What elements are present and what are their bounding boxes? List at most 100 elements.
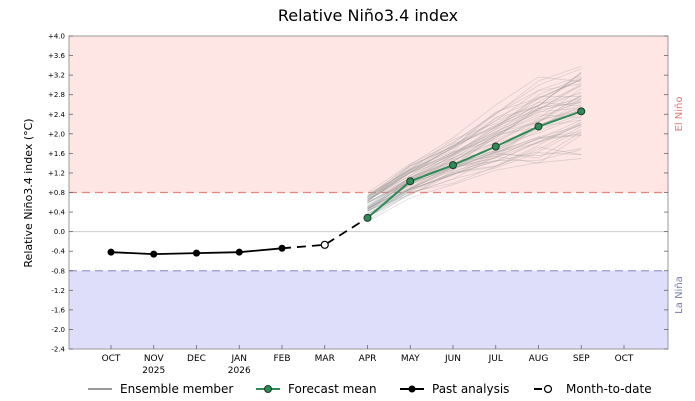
y-tick-label: -2.0: [51, 326, 65, 334]
ensemble-member-line: [367, 79, 582, 202]
ensemble-member-line: [367, 152, 582, 221]
ensemble-member-line: [367, 94, 582, 204]
region-band-1: [69, 270, 668, 349]
y-tick-label: 0.0: [54, 228, 65, 236]
ensemble-member-line: [367, 128, 582, 209]
y-tick-label: +0.4: [48, 209, 66, 217]
y-tick-label: +0.8: [48, 189, 65, 197]
ensemble-member-line: [367, 119, 582, 212]
legend-label: Ensemble member: [120, 382, 233, 396]
point-past-analysis: [107, 248, 115, 256]
legend-marker-past: [408, 385, 416, 393]
region-label-la-nina: La Niña: [674, 276, 685, 314]
ensemble-member-line: [367, 107, 582, 212]
x-tick-label: MAY: [401, 354, 420, 364]
ensemble-member-line: [367, 95, 582, 199]
ensemble-member-line: [367, 98, 582, 210]
ensemble-member-line: [367, 92, 582, 202]
y-tick-label: +2.8: [48, 91, 65, 99]
ensemble-member-line: [367, 102, 582, 207]
y-tick-label: +1.6: [48, 150, 66, 158]
ensemble-member-line: [367, 88, 582, 200]
ensemble-member-line: [367, 121, 582, 213]
ensemble-member-line: [367, 83, 582, 201]
ensemble-member-line: [367, 76, 582, 198]
ensemble-member-line: [367, 72, 582, 200]
legend-label: Forecast mean: [288, 382, 377, 396]
ensemble-member-line: [367, 119, 582, 216]
point-past-analysis: [235, 248, 243, 256]
point-forecast-mean: [449, 161, 457, 170]
x-tick-label: JUL: [488, 354, 503, 364]
point-forecast-mean: [577, 107, 586, 116]
x-tick-label: OCT: [102, 354, 121, 364]
y-tick-label: -1.6: [51, 306, 65, 314]
point-past-analysis: [193, 249, 200, 257]
ensemble-member-line: [367, 78, 582, 198]
chart-title: Relative Niño3.4 index: [278, 6, 458, 25]
ensemble-member-line: [367, 131, 582, 212]
ensemble-member-line: [367, 101, 582, 202]
ensemble-member-line: [367, 72, 582, 202]
ensemble-member-line: [367, 122, 582, 215]
point-forecast-mean: [534, 122, 543, 131]
ensemble-member-line: [367, 91, 582, 200]
y-tick-label: -0.8: [51, 267, 65, 275]
ensemble-member-line: [367, 149, 582, 218]
ensemble-member-line: [367, 108, 582, 208]
point-forecast-mean: [406, 177, 415, 186]
ensemble-member-line: [367, 123, 582, 211]
series-line-forecast-mean: [366, 110, 582, 219]
ensemble-member-line: [367, 124, 582, 209]
legend-label: Month-to-date: [566, 382, 652, 396]
legend: Ensemble member Forecast mean Past analysi…: [88, 382, 652, 396]
y-tick-label: -0.4: [51, 248, 65, 256]
regions: [69, 36, 668, 349]
ensemble-member-line: [367, 107, 582, 204]
x-year-label: 2026: [228, 366, 251, 376]
ensemble-member-line: [367, 148, 582, 217]
x-tick-label: NOV: [144, 354, 165, 364]
x-tick-label: JUN: [444, 354, 461, 364]
ensemble-member-line: [367, 68, 582, 198]
y-axis-ticks: +4.0 +3.6 +3.2 +2.8 +2.4 +2.0 +1.6 +1.2 +0.8 +0.4…: [48, 33, 668, 354]
point-forecast-mean: [491, 142, 500, 151]
y-tick-label: -2.4: [51, 346, 65, 354]
ensemble-member-line: [367, 126, 582, 218]
ensemble-member-line: [367, 135, 582, 210]
ensemble-member-line: [367, 133, 582, 215]
series-line-month-to-date: [281, 217, 368, 250]
series-points: [107, 107, 586, 258]
ensemble-member-line: [367, 158, 582, 222]
y-tick-label: -1.2: [51, 287, 65, 295]
ensemble-member-line: [367, 101, 582, 201]
ensemble-member-line: [367, 100, 582, 204]
x-year-label: 2025: [142, 366, 165, 376]
ensemble-member-line: [367, 134, 582, 217]
y-tick-label: +1.2: [48, 169, 65, 177]
ensemble-member-line: [367, 83, 582, 199]
ensemble-member-line: [367, 114, 582, 208]
ensemble-member-line: [367, 75, 582, 194]
legend-label: Past analysis: [432, 382, 509, 396]
y-tick-label: +2.4: [48, 111, 66, 119]
ensemble-member-line: [367, 146, 582, 215]
x-tick-label: APR: [359, 354, 377, 364]
region-band-0: [69, 36, 668, 193]
point-past-analysis: [278, 244, 286, 252]
ensemble-member-line: [367, 78, 582, 196]
ensemble-member-line: [367, 79, 582, 197]
point-past-analysis: [150, 250, 158, 258]
ensemble-member-line: [367, 125, 582, 212]
y-tick-label: +3.2: [48, 72, 65, 80]
x-axis-ticks: OCT NOV DEC JAN FEB MAR APR MAY JUN JUL AUG SEP OCT 2…: [102, 345, 634, 376]
legend-marker-forecast: [264, 385, 272, 393]
point-month-to-date: [320, 240, 329, 249]
x-tick-label: OCT: [615, 354, 634, 364]
x-tick-label: FEB: [273, 354, 290, 364]
x-tick-label: AUG: [529, 354, 549, 364]
ensemble-member-line: [367, 77, 582, 198]
y-tick-label: +4.0: [48, 33, 65, 41]
ensemble-member-line: [367, 65, 582, 197]
